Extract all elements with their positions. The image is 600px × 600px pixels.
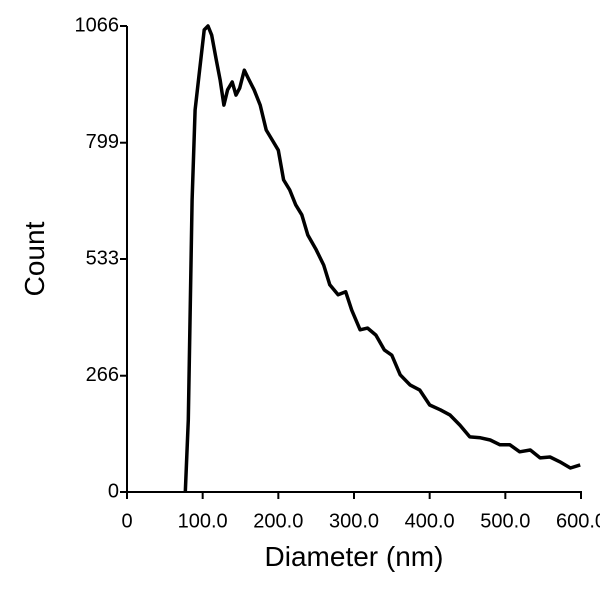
x-tick-label: 500.0 <box>480 510 530 532</box>
x-tick-label: 600.0 <box>556 510 600 532</box>
x-tick-label: 100.0 <box>178 510 228 532</box>
y-axis-label: Count <box>19 221 50 296</box>
y-tick-label: 799 <box>86 131 119 153</box>
y-tick-label: 533 <box>86 247 119 269</box>
x-tick-label: 0 <box>121 510 132 532</box>
y-tick-label: 1066 <box>75 14 120 36</box>
x-tick-label: 300.0 <box>329 510 379 532</box>
y-tick-label: 0 <box>108 480 119 502</box>
x-tick-label: 200.0 <box>253 510 303 532</box>
x-axis-label: Diameter (nm) <box>265 541 444 572</box>
data-line <box>183 24 581 493</box>
x-tick-label: 400.0 <box>405 510 455 532</box>
y-tick-label: 266 <box>86 364 119 386</box>
